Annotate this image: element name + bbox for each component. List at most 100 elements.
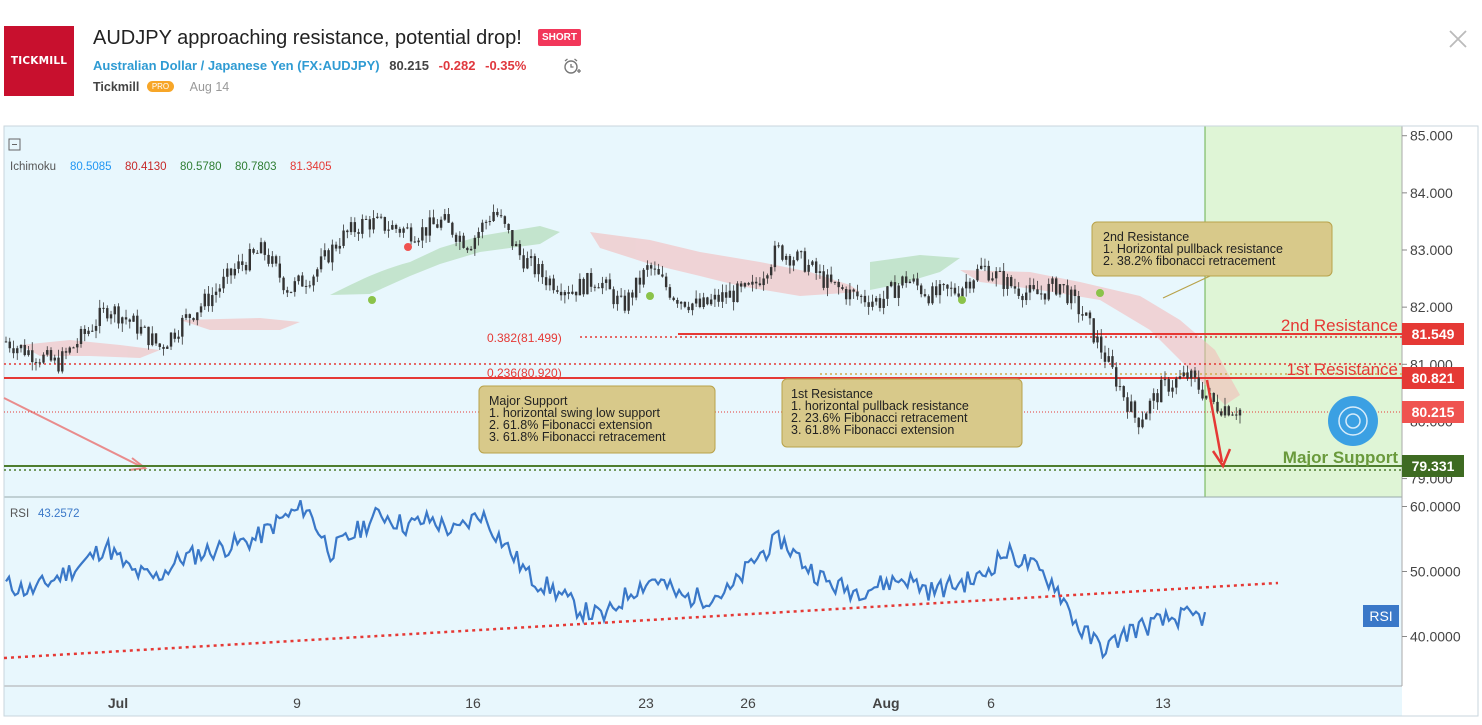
ichimoku-value-2: 80.5780 xyxy=(180,161,222,173)
candle-body xyxy=(604,279,608,283)
candle-body xyxy=(376,216,379,219)
candle-body xyxy=(42,354,45,363)
candle-body xyxy=(451,222,454,235)
candle-body xyxy=(724,292,728,298)
price-tick-label: 82.000 xyxy=(1410,299,1453,315)
candle-body xyxy=(379,216,383,218)
candle-body xyxy=(638,277,642,285)
cloud-segment-red-4 xyxy=(180,318,300,330)
candle-body xyxy=(447,214,450,223)
candle-body xyxy=(1145,413,1148,420)
symbol-name-link[interactable]: Australian Dollar / Japanese Yen (FX:AUD… xyxy=(93,58,380,73)
candle-body xyxy=(364,218,368,220)
candle-body xyxy=(211,295,214,307)
alarm-clock-icon[interactable] xyxy=(562,56,582,76)
first-resistance-line-2: 2. 23.6% Fibonacci retracement xyxy=(791,411,968,425)
candle-body xyxy=(616,295,619,305)
candle-body xyxy=(1238,409,1242,416)
candle-body xyxy=(586,273,589,295)
candle-body xyxy=(612,289,615,305)
candle-body xyxy=(687,306,690,311)
second-resistance-line-2: 2. 38.2% fibonacci retracement xyxy=(1103,254,1276,268)
candle-body xyxy=(12,348,15,354)
candle-body xyxy=(818,271,822,273)
candle-body xyxy=(1201,389,1204,399)
second-resistance-box[interactable]: 2nd Resistance 1. Horizontal pullback re… xyxy=(1091,221,1333,299)
candle-body xyxy=(597,287,600,289)
candle-body xyxy=(409,227,413,242)
tickmill-logo[interactable]: TICKMILL xyxy=(4,26,74,96)
candle-body xyxy=(151,333,154,346)
candle-body xyxy=(124,317,128,320)
candle-body xyxy=(657,268,660,275)
candle-body xyxy=(473,237,477,249)
candle-body xyxy=(271,256,274,264)
close-icon[interactable] xyxy=(1447,28,1469,50)
candle-body xyxy=(57,357,60,372)
candle-body xyxy=(533,256,537,275)
candle-body xyxy=(702,297,705,308)
candle-body xyxy=(1085,312,1088,316)
candle-body xyxy=(777,245,780,247)
candle-body xyxy=(308,285,312,287)
candle-body xyxy=(162,346,165,349)
candle-body xyxy=(814,261,818,273)
candle-body xyxy=(64,351,68,353)
first-resistance-box[interactable]: 1st Resistance 1. horizontal pullback re… xyxy=(781,378,1023,448)
candle-body xyxy=(946,284,949,289)
candle-body xyxy=(679,301,683,304)
candle-body xyxy=(109,314,113,319)
candle-body xyxy=(46,350,49,355)
candle-body xyxy=(537,263,540,275)
candle-body xyxy=(432,217,435,225)
candle-body xyxy=(316,269,319,277)
ichimoku-label[interactable]: Ichimoku xyxy=(10,161,56,173)
time-tick-label: 26 xyxy=(740,695,756,711)
candle-body xyxy=(496,211,499,216)
candle-body xyxy=(79,328,83,344)
time-tick-label: 13 xyxy=(1155,695,1171,711)
candle-body xyxy=(31,350,34,363)
candle-body xyxy=(293,281,297,292)
target-button[interactable] xyxy=(1328,396,1378,446)
candle-body xyxy=(289,291,293,293)
candle-body xyxy=(1212,392,1215,402)
candle-body xyxy=(916,278,919,286)
rsi-label[interactable]: RSI xyxy=(10,508,29,520)
collapse-legend-button[interactable] xyxy=(8,138,21,151)
candle-body xyxy=(567,292,570,294)
candle-body xyxy=(559,291,563,296)
candle-body xyxy=(856,291,859,297)
candle-body xyxy=(1096,336,1099,343)
candle-body xyxy=(383,217,387,231)
candle-body xyxy=(218,288,221,292)
candle-body xyxy=(751,281,754,285)
signal-dot-bullish xyxy=(1096,289,1104,297)
time-tick-label: Aug xyxy=(872,695,899,711)
candle-body xyxy=(931,286,934,304)
ichimoku-value-1: 80.4130 xyxy=(125,161,167,173)
cloud-segment-red-1 xyxy=(590,232,860,296)
major-support-box[interactable]: Major Support 1. horizontal swing low su… xyxy=(478,385,716,454)
fib-382-label: 0.382(81.499) xyxy=(487,331,562,345)
candle-body xyxy=(1066,285,1069,304)
time-tick-label: Jul xyxy=(108,695,128,711)
candle-body xyxy=(1163,379,1167,381)
fib-236-label: 0.236(80.920) xyxy=(487,366,562,380)
candle-body xyxy=(207,293,210,307)
tag-major-support-value: 79.331 xyxy=(1412,458,1455,474)
candle-body xyxy=(1152,393,1155,401)
candle-body xyxy=(642,269,645,285)
candle-body xyxy=(919,285,923,295)
candle-body xyxy=(998,270,1002,272)
candle-body xyxy=(844,289,848,300)
candle-body xyxy=(121,317,124,324)
author-name[interactable]: Tickmill xyxy=(93,80,140,94)
first-resistance-line-1: 1. horizontal pullback resistance xyxy=(791,399,969,413)
major-support-title: Major Support xyxy=(489,394,568,408)
candle-body xyxy=(837,281,840,288)
time-tick-label: 23 xyxy=(638,695,654,711)
candle-body xyxy=(897,285,900,298)
candle-body xyxy=(222,276,225,289)
